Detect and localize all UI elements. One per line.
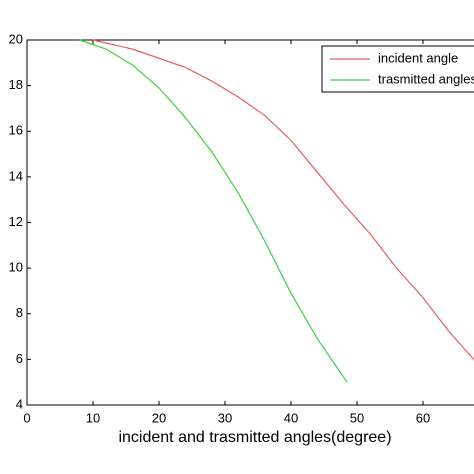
x-tick-label: 60 <box>416 410 430 425</box>
y-tick-label: 16 <box>9 123 23 138</box>
x-tick-label: 50 <box>350 410 364 425</box>
x-tick-label: 0 <box>23 410 30 425</box>
legend-label: incident angle <box>378 50 458 65</box>
y-tick-label: 6 <box>16 351 23 366</box>
y-tick-label: 14 <box>9 168 23 183</box>
y-tick-label: 4 <box>16 396 23 411</box>
data-line <box>79 39 348 383</box>
y-tick-label: 18 <box>9 77 23 92</box>
y-tick-label: 10 <box>9 260 23 275</box>
y-tick-label: 20 <box>9 31 23 46</box>
y-tick-label: 12 <box>9 214 23 229</box>
x-axis-title: incident and trasmitted angles(degree) <box>118 429 391 446</box>
y-tick-label: 8 <box>16 305 23 320</box>
legend-box <box>321 45 474 93</box>
data-line <box>92 39 474 361</box>
x-tick-label: 30 <box>218 410 232 425</box>
x-tick-label: 20 <box>152 410 166 425</box>
x-tick-label: 40 <box>284 410 298 425</box>
x-tick-label: 10 <box>86 410 100 425</box>
legend-label: trasmitted angles <box>378 71 474 86</box>
plot-frame <box>26 39 474 406</box>
